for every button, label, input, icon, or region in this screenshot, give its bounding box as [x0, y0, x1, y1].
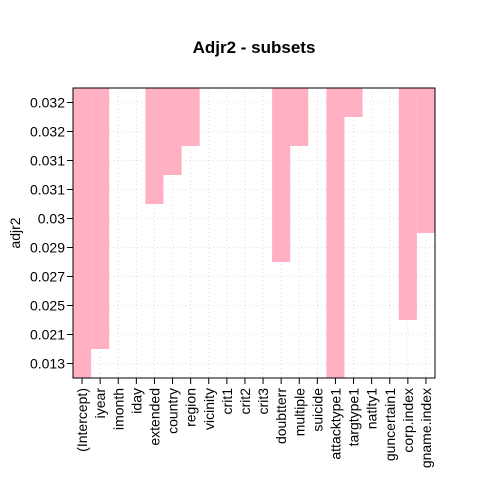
x-tick-label: targtype1: [346, 388, 362, 447]
x-tick-label: region: [183, 388, 199, 427]
cell-extended: [145, 88, 164, 204]
y-tick-label: 0.027: [30, 269, 65, 285]
y-tick-label: 0.032: [30, 124, 65, 140]
x-tick-label: extended: [146, 388, 162, 446]
y-axis-label: adjr2: [7, 217, 23, 248]
x-tick-label: crit2: [237, 388, 253, 415]
cell-iyear: [91, 88, 110, 349]
y-tick-label: 0.025: [30, 298, 65, 314]
grid-lines: [73, 88, 435, 378]
x-tick-label: imonth: [110, 388, 126, 430]
x-tick-label: suicide: [309, 388, 325, 432]
y-tick-label: 0.031: [30, 153, 65, 169]
cell-country: [163, 88, 182, 175]
x-tick-label: crit1: [219, 388, 235, 415]
x-tick-label: gname.index: [418, 388, 434, 468]
x-tick-label: vicinity: [201, 388, 217, 430]
y-tick-label: 0.013: [30, 356, 65, 372]
cell-corp.index: [398, 88, 417, 320]
plot-frame: [72, 87, 436, 379]
x-tick-label: iyear: [92, 388, 108, 419]
x-tick-label: country: [165, 388, 181, 434]
x-tick-label: crit3: [255, 388, 271, 415]
x-tick-label: iday: [128, 388, 144, 414]
x-tick-label: (Intercept): [74, 388, 90, 452]
x-tick-label: corp.index: [400, 388, 416, 453]
x-tick-label: natlty1: [364, 388, 380, 429]
cell-targtype1: [344, 88, 363, 117]
inclusion-cells: [73, 88, 435, 378]
x-axis: (Intercept) iyear imonth iday extended countr…: [74, 378, 434, 468]
y-tick-label: 0.021: [30, 327, 65, 343]
cell-(Intercept): [73, 88, 92, 378]
x-tick-label: multiple: [291, 388, 307, 436]
chart-title: Adjr2 - subsets: [193, 38, 316, 57]
x-tick-label: attacktype1: [327, 388, 343, 460]
cell-region: [181, 88, 200, 146]
cell-gname.index: [416, 88, 435, 233]
y-tick-label: 0.03: [38, 211, 65, 227]
cell-doubtterr: [272, 88, 291, 262]
cell-multiple: [290, 88, 309, 146]
y-axis: 0.013 0.021 0.025 0.027 0.029 0.03 0.031 0.031 0…: [30, 95, 73, 372]
cell-attacktype1: [326, 88, 345, 378]
x-tick-label: doubtterr: [273, 388, 289, 444]
y-tick-label: 0.032: [30, 95, 65, 111]
x-tick-label: guncertain1: [382, 388, 398, 461]
y-tick-label: 0.029: [30, 240, 65, 256]
y-tick-label: 0.031: [30, 182, 65, 198]
